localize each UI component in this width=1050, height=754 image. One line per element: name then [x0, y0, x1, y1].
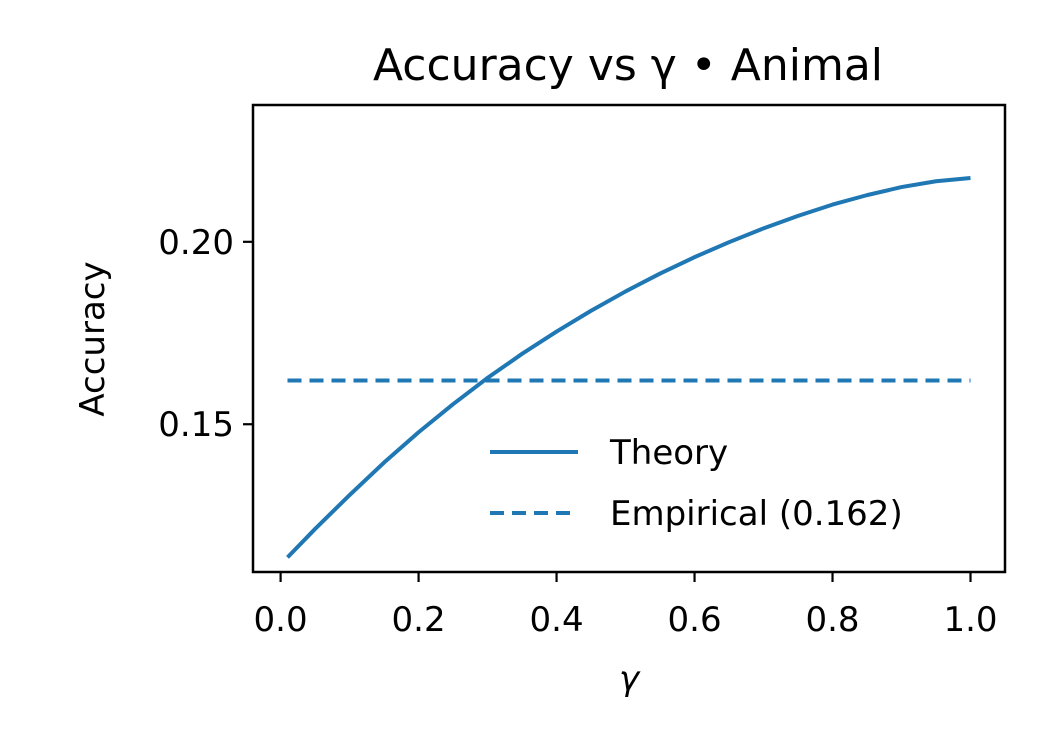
x-axis-label: γ: [619, 659, 641, 699]
x-tick-label: 0.8: [805, 600, 859, 640]
y-axis-label: Accuracy: [73, 261, 113, 416]
x-axis-ticks: 0.0 0.2 0.4 0.6 0.8 1.0: [254, 572, 998, 640]
x-tick-label: 0.6: [668, 600, 722, 640]
chart-title: Accuracy vs γ • Animal: [373, 40, 883, 91]
x-tick-label: 1.0: [943, 600, 997, 640]
series-layer: [286, 175, 971, 559]
y-axis-ticks: 0.15 0.20: [158, 223, 253, 445]
x-tick-label: 0.0: [254, 600, 308, 640]
y-tick-label: 0.20: [158, 223, 234, 263]
legend-label-theory: Theory: [609, 433, 728, 473]
legend: Theory Empirical (0.162): [490, 433, 903, 534]
legend-label-empirical: Empirical (0.162): [610, 494, 903, 534]
theory-series-line: [286, 175, 971, 559]
x-tick-label: 0.4: [530, 600, 584, 640]
plot-area-frame: [251, 103, 1007, 574]
y-tick-label: 0.15: [158, 405, 234, 445]
x-tick-label: 0.2: [392, 600, 446, 640]
